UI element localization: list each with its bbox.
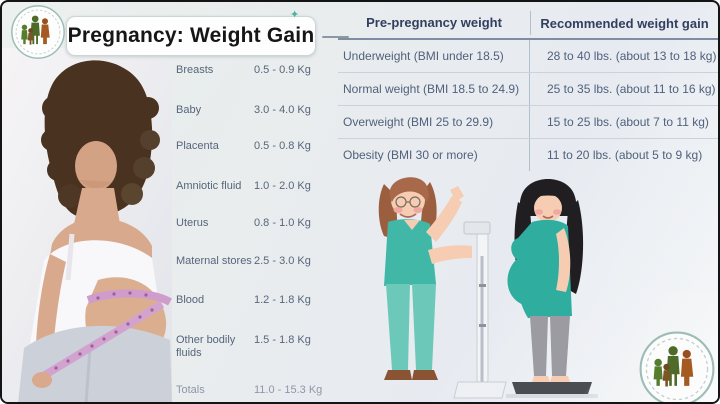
- table-cell-category: Obesity (BMI 30 or more): [338, 139, 530, 171]
- table-cell-gain: 28 to 40 lbs. (about 13 to 18 kg): [547, 49, 717, 63]
- component-row: Breasts 0.5 - 0.9 Kg: [174, 64, 336, 77]
- table-row: Obesity (BMI 30 or more) 11 to 20 lbs. (…: [338, 139, 718, 171]
- component-label: Blood: [176, 294, 205, 306]
- component-label: Placenta: [176, 140, 219, 152]
- bmi-weight-gain-table: Pre-pregnancy weight Recommended weight …: [338, 8, 718, 171]
- component-label: Uterus: [176, 217, 209, 229]
- doctor-figure: [378, 177, 472, 380]
- component-label: Totals: [176, 384, 205, 396]
- component-value: 1.5 - 1.8 Kg: [254, 334, 311, 346]
- component-row: Uterus 0.8 - 1.0 Kg: [174, 217, 336, 230]
- component-row: Other bodily fluids 1.5 - 1.8 Kg: [174, 334, 336, 360]
- pregnant-woman-figure: [506, 179, 598, 398]
- component-label: Amniotic fluid: [176, 180, 242, 192]
- component-row-totals: Totals 11.0 - 15.3 Kg: [174, 384, 336, 397]
- family-health-logo-icon: [639, 331, 715, 402]
- weight-components-list: Breasts 0.5 - 0.9 Kg Baby 3.0 - 4.0 Kg P…: [174, 58, 336, 402]
- component-value: 0.8 - 1.0 Kg: [254, 217, 311, 229]
- table-cell-gain: 15 to 25 lbs. (about 7 to 11 kg): [547, 115, 709, 129]
- title-dash-divider: [322, 36, 349, 38]
- component-row: Placenta 0.5 - 0.8 Kg: [174, 140, 336, 153]
- pregnant-woman-photo: [2, 48, 172, 402]
- table-header-pre-pregnancy: Pre-pregnancy weight: [338, 11, 531, 35]
- doctor-weighing-illustration: [378, 177, 598, 399]
- table-header-recommended-gain: Recommended weight gain: [540, 15, 709, 31]
- table-cell-category: Overweight (BMI 25 to 29.9): [338, 106, 530, 138]
- component-value: 2.5 - 3.0 Kg: [254, 255, 311, 267]
- table-row: Overweight (BMI 25 to 29.9) 15 to 25 lbs…: [338, 106, 718, 139]
- component-value: 0.5 - 0.9 Kg: [254, 64, 311, 76]
- component-label: Baby: [176, 104, 202, 116]
- component-row: Blood 1.2 - 1.8 Kg: [174, 294, 336, 307]
- component-row: Maternal stores 2.5 - 3.0 Kg: [174, 255, 336, 268]
- component-value: 3.0 - 4.0 Kg: [254, 104, 311, 116]
- component-value: 11.0 - 15.3 Kg: [254, 384, 323, 396]
- component-row: Baby 3.0 - 4.0 Kg: [174, 104, 336, 117]
- page-title: Pregnancy: Weight Gain: [67, 24, 315, 47]
- table-cell-category: Normal weight (BMI 18.5 to 24.9): [338, 73, 530, 105]
- component-label: Maternal stores: [176, 255, 252, 267]
- table-cell-category: Underweight (BMI under 18.5): [338, 40, 530, 72]
- table-row: Underweight (BMI under 18.5) 28 to 40 lb…: [338, 40, 718, 73]
- title-box: Pregnancy: Weight Gain: [66, 16, 316, 56]
- component-label: Breasts: [176, 64, 214, 76]
- table-cell-gain: 11 to 20 lbs. (about 5 to 9 kg): [547, 148, 703, 162]
- family-silhouette: [21, 15, 50, 45]
- sparkle-icon: ✦: [290, 9, 300, 21]
- table-header-row: Pre-pregnancy weight Recommended weight …: [338, 8, 718, 40]
- family-health-logo-icon: [11, 5, 65, 59]
- component-value: 1.0 - 2.0 Kg: [254, 180, 311, 192]
- component-value: 0.5 - 0.8 Kg: [254, 140, 311, 152]
- component-value: 1.2 - 1.8 Kg: [254, 294, 311, 306]
- component-row: Amniotic fluid 1.0 - 2.0 Kg: [174, 180, 336, 193]
- table-row: Normal weight (BMI 18.5 to 24.9) 25 to 3…: [338, 73, 718, 106]
- component-label: Other bodily fluids: [176, 334, 236, 359]
- table-cell-gain: 25 to 35 lbs. (about 11 to 16 kg): [547, 82, 716, 96]
